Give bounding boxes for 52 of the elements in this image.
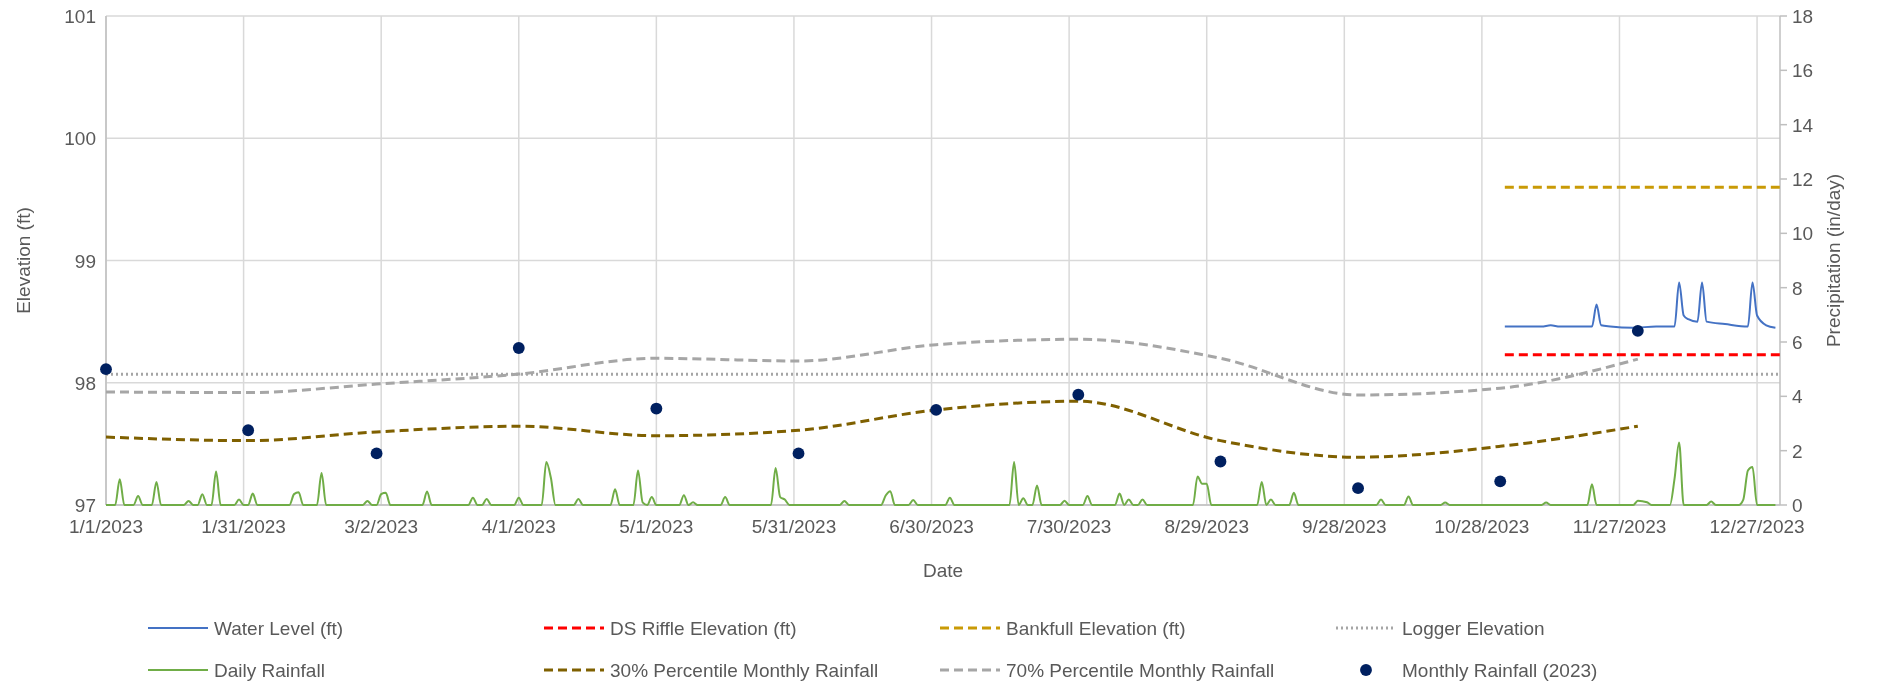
x-tick-label: 10/28/2023 <box>1434 516 1530 537</box>
y-tick-label: 97 <box>74 495 96 516</box>
x-tick-label: 12/27/2023 <box>1709 516 1805 537</box>
point <box>1072 388 1085 401</box>
y2-tick-label: 0 <box>1792 495 1803 516</box>
y2-tick-label: 6 <box>1792 332 1803 353</box>
legend-label: Water Level (ft) <box>214 618 344 639</box>
point <box>650 402 663 415</box>
point <box>930 404 943 416</box>
y-tick-label: 101 <box>64 6 96 27</box>
point <box>1631 324 1644 337</box>
x-tick-label: 4/1/2023 <box>481 516 556 537</box>
y2-tick-label: 18 <box>1792 6 1814 27</box>
point <box>1494 475 1507 488</box>
y2-tick-label: 4 <box>1792 386 1803 408</box>
point <box>370 447 383 460</box>
x-axis-title: Date <box>922 560 964 581</box>
point <box>242 424 255 437</box>
x-tick-label: 6/30/2023 <box>889 516 974 537</box>
legend-label: Monthly Rainfall (2023) <box>1402 660 1598 681</box>
point <box>1352 482 1364 495</box>
legend-label: Daily Rainfall <box>214 660 325 681</box>
point <box>100 363 112 376</box>
point <box>512 342 525 354</box>
y2-tick-label: 8 <box>1792 277 1803 299</box>
y2-tick-label: 16 <box>1792 60 1814 82</box>
x-tick-label: 5/1/2023 <box>619 516 694 537</box>
y2-tick-label: 2 <box>1792 440 1803 462</box>
legend-label: Bankfull Elevation (ft) <box>1006 618 1186 639</box>
y-tick-label: 98 <box>74 372 96 394</box>
point <box>792 447 805 460</box>
x-tick-label: 8/29/2023 <box>1164 516 1249 537</box>
x-tick-label: 5/31/2023 <box>751 516 837 537</box>
line-series <box>105 441 1777 506</box>
x-tick-label: 1/1/2023 <box>69 516 143 537</box>
x-tick-label: 11/27/2023 <box>1572 516 1667 537</box>
legend-label: 30% Percentile Monthly Rainfall <box>610 660 879 681</box>
x-tick-label: 9/28/2023 <box>1302 516 1387 537</box>
x-tick-label: 7/30/2023 <box>1026 516 1112 537</box>
y-tick-label: 100 <box>64 128 96 150</box>
legend-label: Logger Elevation <box>1402 618 1545 639</box>
y2-tick-label: 10 <box>1792 223 1814 245</box>
y2-tick-label: 12 <box>1792 169 1814 190</box>
y-tick-label: 99 <box>74 250 96 272</box>
x-tick-label: 1/31/2023 <box>201 516 286 537</box>
legend-label: 70% Percentile Monthly Rainfall <box>1006 660 1275 681</box>
y-axis-title: Elevation (ft) <box>13 207 34 314</box>
legend-label: DS Riffle Elevation (ft) <box>610 618 797 639</box>
y2-axis-title: Precipitation (in/day) <box>1823 173 1844 348</box>
point <box>1214 455 1227 468</box>
x-tick-label: 3/2/2023 <box>344 516 419 537</box>
y2-tick-label: 14 <box>1792 114 1814 136</box>
